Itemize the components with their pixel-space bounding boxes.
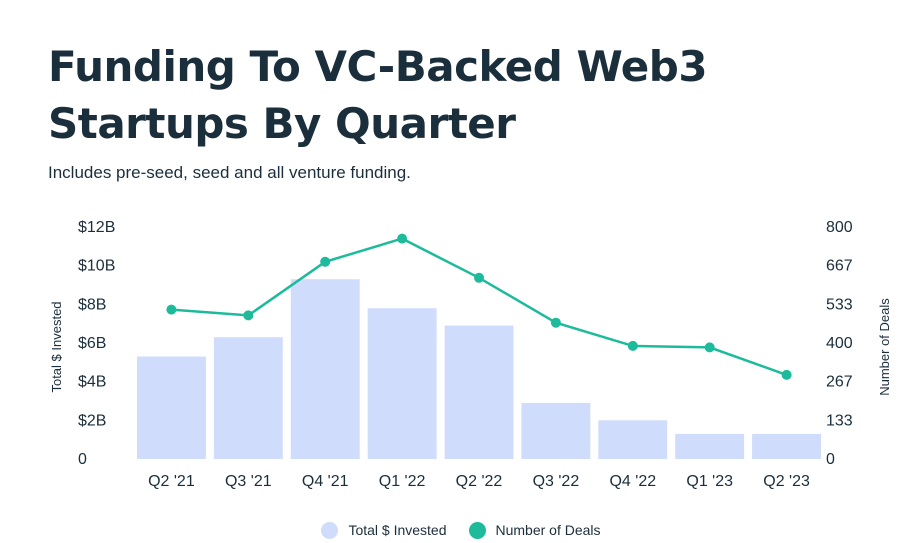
left-tick-label: $12B (78, 219, 115, 236)
deals-point (166, 304, 177, 315)
x-tick-label: Q1 '23 (686, 473, 733, 490)
x-tick-label: Q4 '21 (302, 473, 349, 490)
legend-item-invested: Total $ Invested (321, 521, 447, 539)
deals-point (550, 317, 561, 328)
legend-item-deals: Number of Deals (468, 521, 601, 539)
deals-point (243, 310, 254, 321)
right-axis-label: Number of Deals (877, 298, 892, 396)
bar (675, 433, 745, 459)
right-tick-label: 800 (826, 219, 853, 236)
x-tick-label: Q2 '23 (763, 473, 810, 490)
left-tick-label: $8B (78, 296, 106, 313)
deals-point (627, 340, 638, 351)
deals-point (781, 369, 792, 380)
left-tick-label: $2B (78, 412, 106, 429)
line-series (166, 233, 792, 380)
chart-title: Funding To VC-Backed Web3 Startups By Qu… (48, 42, 708, 148)
right-tick-label: 0 (826, 451, 835, 468)
bar (444, 325, 514, 459)
x-tick-label: Q3 '21 (225, 473, 272, 490)
right-tick-label: 667 (826, 258, 853, 275)
x-tick-label: Q2 '21 (148, 473, 195, 490)
x-tick-label: Q4 '22 (609, 473, 656, 490)
bar (752, 433, 821, 459)
bar (598, 420, 668, 459)
deals-point (474, 272, 484, 283)
x-tick-label: Q2 '22 (456, 473, 503, 490)
bar (213, 337, 283, 459)
right-axis-ticks: 0 133 267 400 533 667 800 (826, 219, 853, 468)
left-tick-label: $4B (78, 374, 106, 391)
right-tick-label: 400 (826, 335, 853, 352)
chart-subtitle: Includes pre-seed, seed and all venture … (48, 163, 411, 182)
left-axis-label: Total $ Invested (49, 301, 64, 392)
right-tick-label: 533 (826, 296, 853, 313)
bar (367, 308, 437, 459)
left-tick-label: $10B (78, 258, 115, 275)
legend-swatch-invested (321, 521, 339, 539)
deals-point (320, 256, 331, 267)
x-axis-ticks: Q2 '21 Q3 '21 Q4 '21 Q1 '22 Q2 '22 Q3 '22 Q4 '… (148, 473, 810, 490)
bar (521, 402, 591, 459)
bar (137, 356, 206, 459)
deals-point (704, 342, 715, 353)
x-tick-label: Q1 '22 (379, 473, 426, 490)
bar-series (137, 279, 821, 459)
left-tick-label: 0 (78, 451, 87, 468)
right-tick-label: 133 (826, 412, 853, 429)
legend-swatch-deals (468, 521, 486, 539)
deals-point (397, 233, 408, 244)
x-tick-label: Q3 '22 (533, 473, 580, 490)
legend: Total $ Invested Number of Deals (0, 518, 922, 542)
legend-label-deals: Number of Deals (495, 522, 601, 538)
bar (290, 279, 360, 459)
left-axis-ticks: 0 $2B $4B $6B $8B $10B $12B (78, 219, 115, 468)
left-tick-label: $6B (78, 335, 106, 352)
legend-label-invested: Total $ Invested (348, 522, 447, 538)
right-tick-label: 267 (826, 374, 853, 391)
